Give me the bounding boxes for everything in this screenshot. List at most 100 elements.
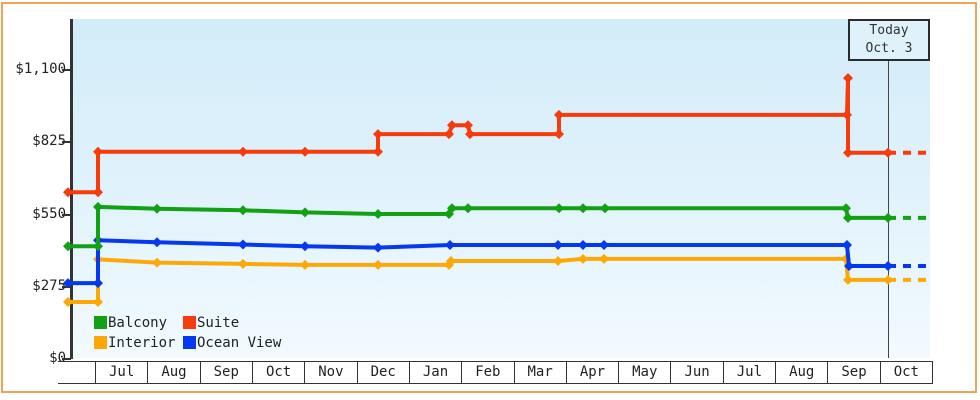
today-label: Today	[869, 23, 909, 38]
data-point-balcony	[238, 205, 248, 216]
series-line-ocean-view	[68, 238, 888, 286]
data-point-suite	[93, 146, 103, 157]
today-vertical-line	[888, 60, 889, 358]
chart-legend: Balcony Suite Interior Ocean View	[94, 313, 281, 352]
data-point-ocean-view	[445, 240, 455, 250]
data-point-suite	[843, 73, 853, 84]
data-point-balcony	[93, 201, 103, 212]
data-point-balcony	[883, 212, 893, 223]
data-point-interior	[238, 258, 248, 269]
x-axis-month-label: Sep	[827, 362, 879, 383]
legend-label: Balcony	[108, 314, 168, 331]
data-point-balcony	[463, 203, 473, 214]
y-axis-tick-label: $275	[32, 277, 66, 294]
x-axis-month-label: Aug	[147, 362, 199, 383]
data-point-ocean-view	[152, 237, 162, 248]
x-axis-month-label: Jun	[670, 362, 722, 383]
data-point-balcony	[841, 203, 851, 214]
y-axis-tick-label: $825	[32, 133, 66, 150]
widget-border-frame	[1, 2, 977, 393]
ocean-view-color-swatch	[183, 336, 196, 349]
data-point-suite	[843, 147, 853, 158]
series-line-suite	[68, 76, 888, 195]
data-point-interior	[553, 256, 563, 266]
data-point-interior	[63, 297, 73, 307]
legend-label: Interior	[108, 334, 176, 351]
data-point-suite	[373, 146, 383, 157]
data-point-ocean-view	[373, 242, 383, 253]
series-line-balcony	[68, 204, 888, 249]
data-point-suite	[842, 109, 852, 120]
x-axis-month-label: Aug	[775, 362, 827, 383]
legend-label: Ocean View	[197, 334, 282, 351]
data-point-interior	[93, 297, 103, 307]
x-axis-month-strip: Jul Aug Sep Oct Nov Dec Jan Feb Mar Apr May Jun Jul A…	[58, 361, 933, 384]
y-axis-line	[70, 19, 73, 359]
data-point-ocean-view	[63, 278, 73, 289]
legend-item-suite: Suite	[183, 313, 281, 332]
data-point-interior	[883, 274, 893, 285]
plot-background	[72, 19, 930, 358]
x-axis-month-label: Sep	[199, 362, 252, 383]
data-point-interior	[843, 274, 853, 285]
series-line-interior	[68, 256, 888, 304]
data-point-suite	[63, 187, 73, 198]
data-point-suite	[300, 146, 310, 157]
data-point-interior	[152, 257, 162, 268]
x-axis-month-label: Mar	[513, 362, 566, 383]
x-axis-month-label: Apr	[565, 362, 618, 383]
data-point-suite	[444, 129, 454, 140]
y-axis-tick-label: $550	[32, 205, 66, 222]
data-point-suite	[465, 129, 475, 140]
data-point-interior	[373, 259, 383, 270]
x-axis-month-label: Oct	[251, 362, 304, 383]
data-point-suite	[883, 147, 893, 158]
x-axis-month-label: Jul	[722, 362, 775, 383]
data-point-ocean-view	[553, 240, 563, 250]
data-point-balcony	[843, 212, 853, 223]
data-point-suite	[373, 129, 383, 140]
x-axis-month-label: Nov	[304, 362, 356, 383]
y-axis-tick-mark	[62, 141, 71, 144]
x-axis-month-label: Jan	[408, 362, 461, 383]
data-point-interior	[446, 256, 456, 266]
x-axis-month-label: Jul	[95, 362, 147, 383]
legend-label: Suite	[197, 314, 240, 331]
data-point-balcony	[600, 203, 610, 214]
x-axis-month-label: Oct	[879, 362, 932, 383]
data-point-balcony	[93, 241, 103, 252]
data-point-interior	[300, 259, 310, 270]
today-date: Oct. 3	[865, 41, 913, 56]
data-point-ocean-view	[883, 261, 893, 271]
y-axis-tick-label: $1,100	[15, 61, 66, 77]
interior-color-swatch	[94, 336, 107, 349]
x-axis-month-label: May	[618, 362, 670, 383]
data-point-ocean-view	[599, 240, 609, 250]
data-point-balcony	[447, 203, 457, 214]
today-annotation-box: Today Oct. 3	[848, 19, 930, 61]
data-point-interior	[578, 253, 588, 264]
y-axis-tick-label: $0	[49, 350, 66, 366]
data-point-ocean-view	[842, 240, 852, 250]
data-point-balcony	[300, 207, 310, 218]
y-axis-tick-mark	[62, 69, 71, 71]
data-point-suite	[447, 120, 457, 131]
data-point-ocean-view	[238, 239, 248, 250]
data-point-suite	[93, 187, 103, 198]
data-point-suite	[238, 146, 248, 157]
data-point-balcony	[578, 203, 588, 214]
data-point-suite	[554, 109, 564, 120]
data-point-ocean-view	[300, 241, 310, 252]
legend-item-ocean-view: Ocean View	[183, 333, 281, 352]
legend-item-interior: Interior	[94, 333, 183, 352]
data-point-balcony	[554, 203, 564, 214]
data-point-balcony	[152, 203, 162, 214]
data-point-interior	[599, 253, 609, 264]
y-axis-tick-mark	[62, 213, 71, 216]
y-axis-tick-mark	[62, 285, 71, 288]
data-point-ocean-view	[844, 261, 854, 271]
data-point-suite	[463, 120, 473, 131]
data-point-ocean-view	[93, 278, 103, 289]
